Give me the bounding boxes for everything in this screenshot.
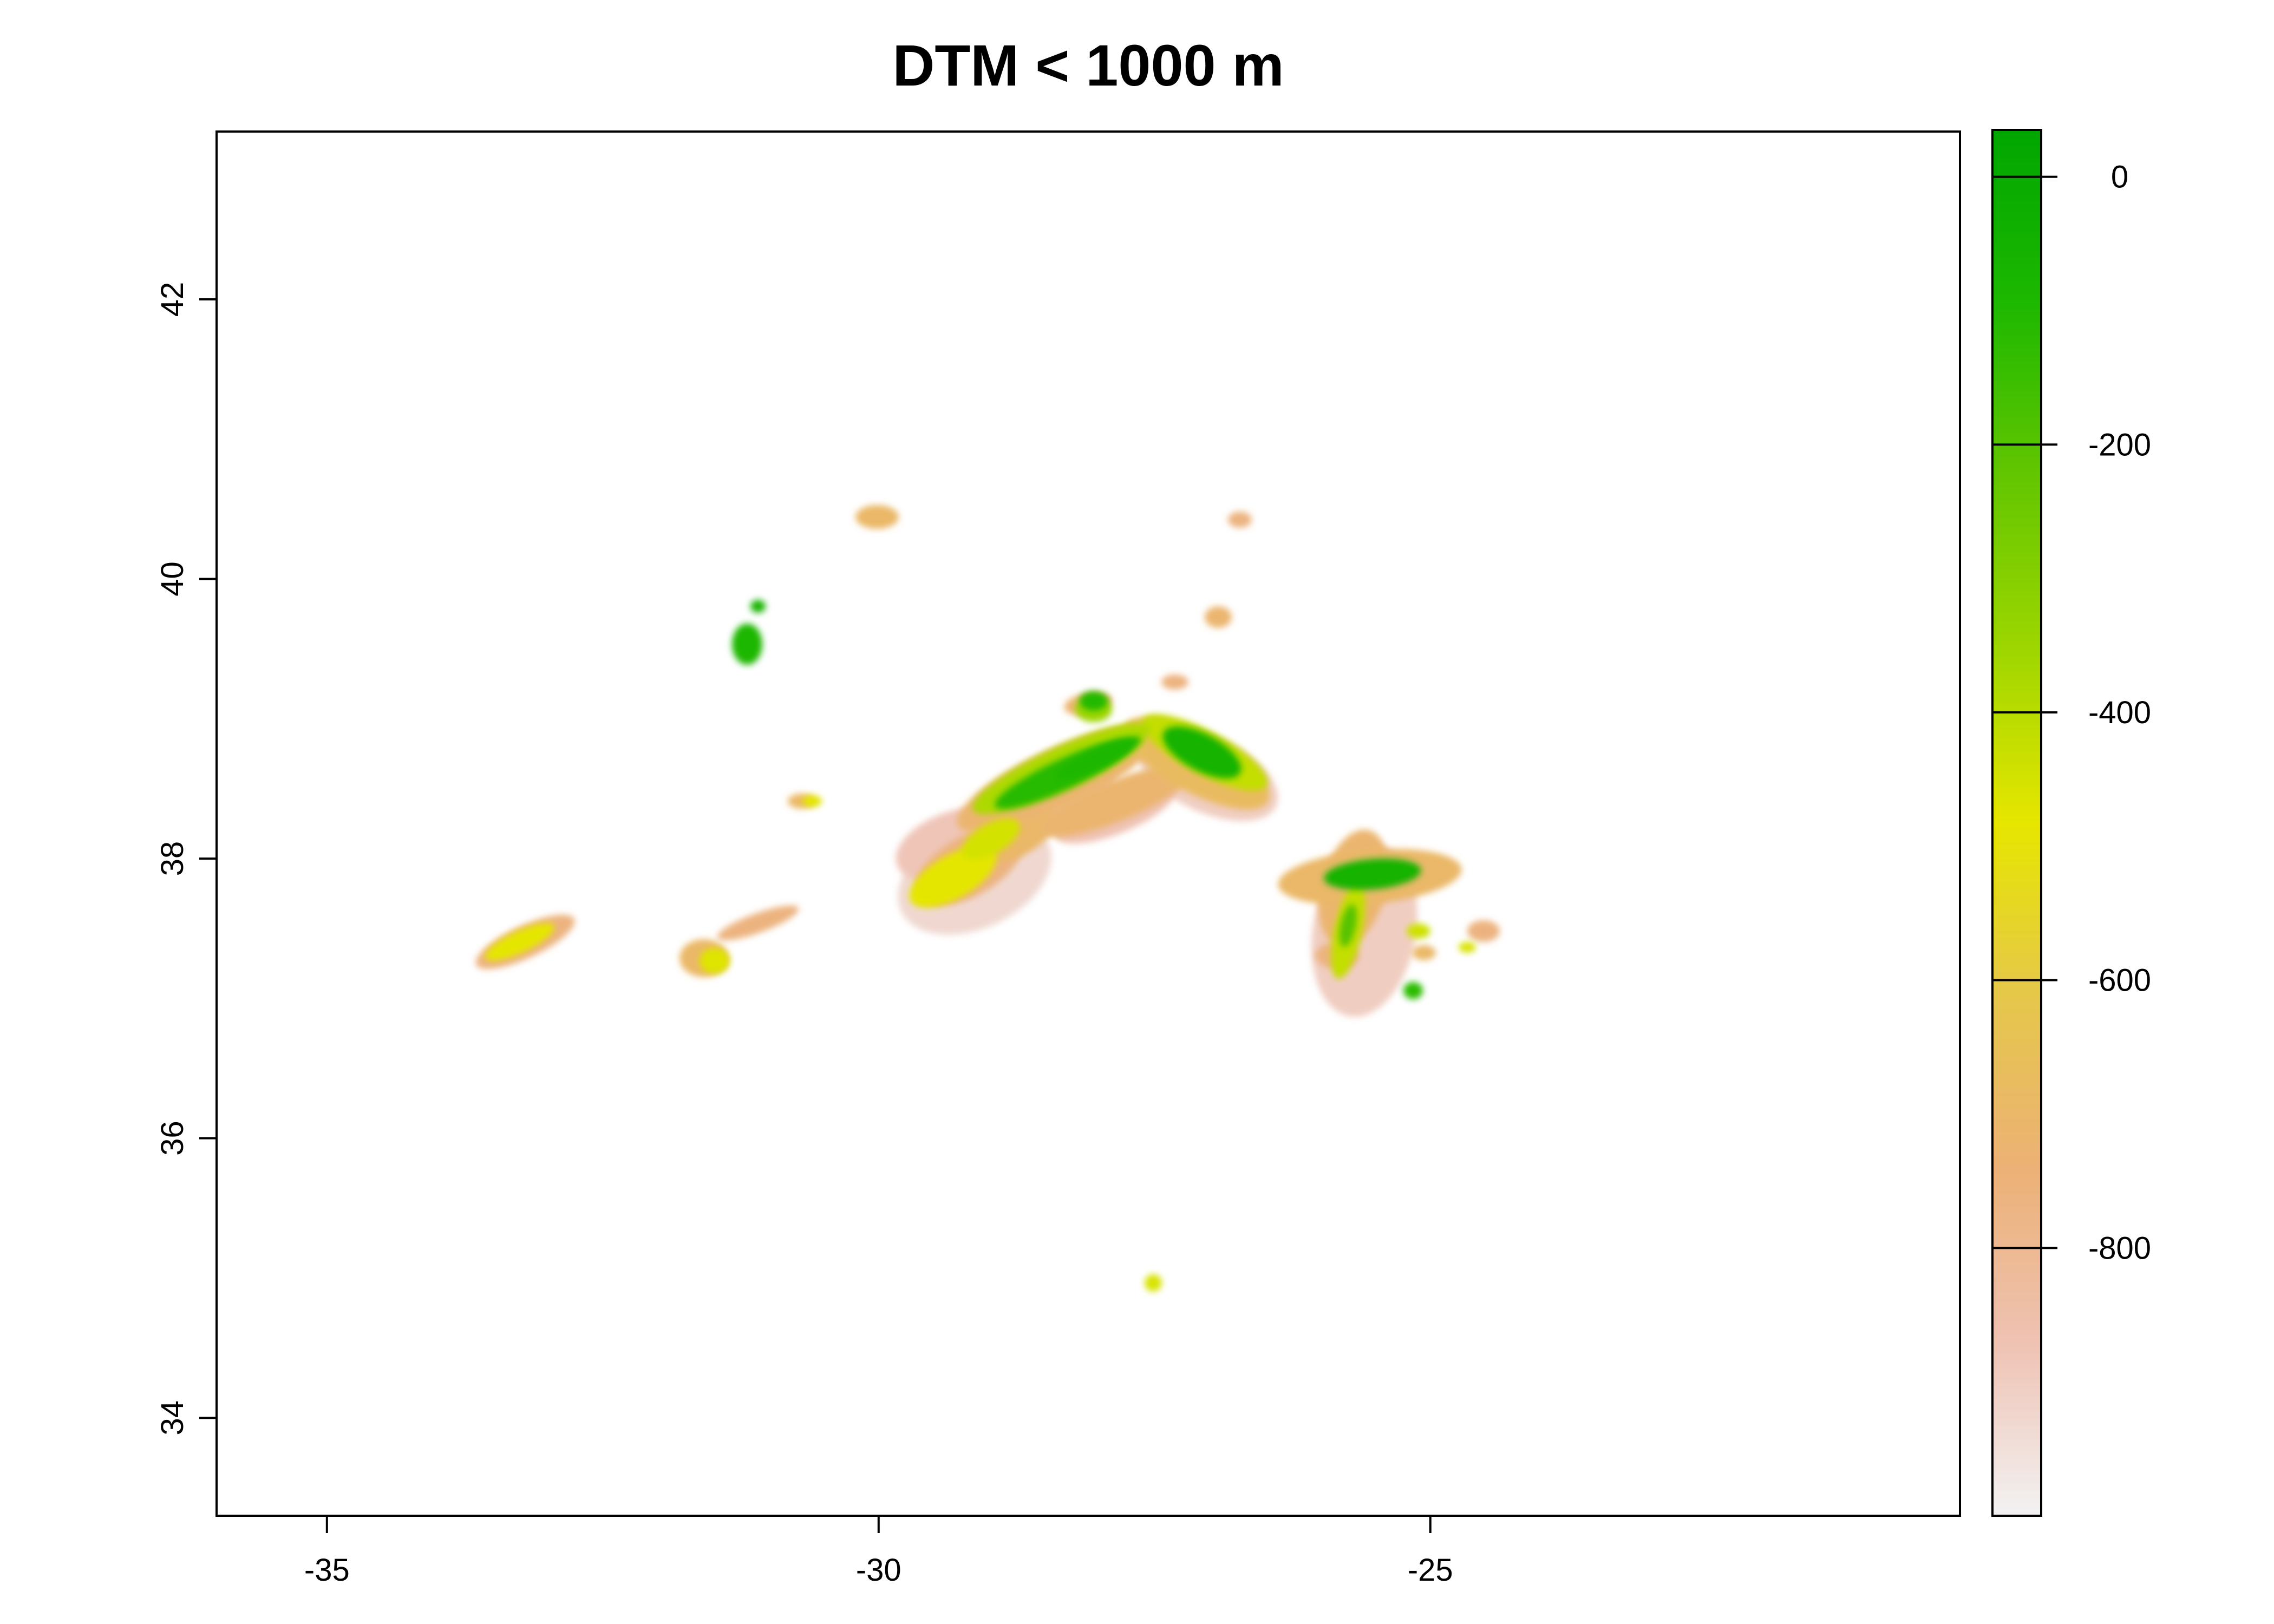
colorbar-tick-label: -800 <box>2088 1230 2151 1266</box>
colorbar-tick-label: -600 <box>2088 963 2151 998</box>
seamount-patch <box>1145 1274 1162 1292</box>
seamount-patch <box>700 948 730 974</box>
seamount-patch <box>1057 736 1141 780</box>
chart-title: DTM < 1000 m <box>892 32 1284 98</box>
seamount-patch <box>1407 924 1430 939</box>
seamount-patch <box>1324 859 1421 890</box>
seamount-patch <box>962 818 1020 860</box>
seamount-patch <box>1412 945 1436 960</box>
seamount-patch <box>1459 942 1476 953</box>
seamount-patch <box>485 923 555 961</box>
seamount-patch <box>1403 982 1423 999</box>
seamount-patch <box>750 600 766 613</box>
y-tick-label: 36 <box>155 1121 190 1156</box>
colorbar-tick-label: 0 <box>2111 160 2128 195</box>
y-tick-label: 34 <box>155 1400 190 1436</box>
seamount-patch <box>1080 691 1108 711</box>
y-tick-label: 42 <box>155 282 190 317</box>
y-tick-label: 40 <box>155 561 190 597</box>
x-tick-label: -25 <box>1408 1553 1453 1588</box>
colorbar-tick-label: -400 <box>2088 695 2151 730</box>
seamount-patch <box>1162 726 1241 779</box>
colorbar-legend: 0 -200 -400 -600 -800 <box>1991 129 2151 1517</box>
map-raster-layer <box>475 505 1500 1292</box>
colorbar-ticks: 0 -200 -400 -600 -800 <box>1992 160 2151 1266</box>
seamount-patch <box>1040 765 1191 837</box>
y-tick-label: 38 <box>155 841 190 876</box>
seamount-patch <box>1467 920 1500 942</box>
seamount-patch <box>1161 675 1188 690</box>
colorbar-gradient <box>1991 129 2042 1517</box>
seamount-patch <box>909 846 997 908</box>
seamount-patch <box>1205 606 1232 628</box>
x-axis: -35 -30 -25 <box>304 1515 1453 1588</box>
seamount-patch <box>1228 512 1252 528</box>
seamount-patch <box>732 624 762 665</box>
seamount-patch <box>1339 904 1357 947</box>
x-tick-label: -35 <box>304 1553 350 1588</box>
y-axis: 34 36 38 40 42 <box>155 282 217 1436</box>
seamount-patch <box>717 905 799 941</box>
colorbar-tick-label: -200 <box>2088 427 2151 462</box>
seamount-patch <box>855 505 899 529</box>
seamount-patch <box>802 795 822 807</box>
x-tick-label: -30 <box>856 1553 901 1588</box>
